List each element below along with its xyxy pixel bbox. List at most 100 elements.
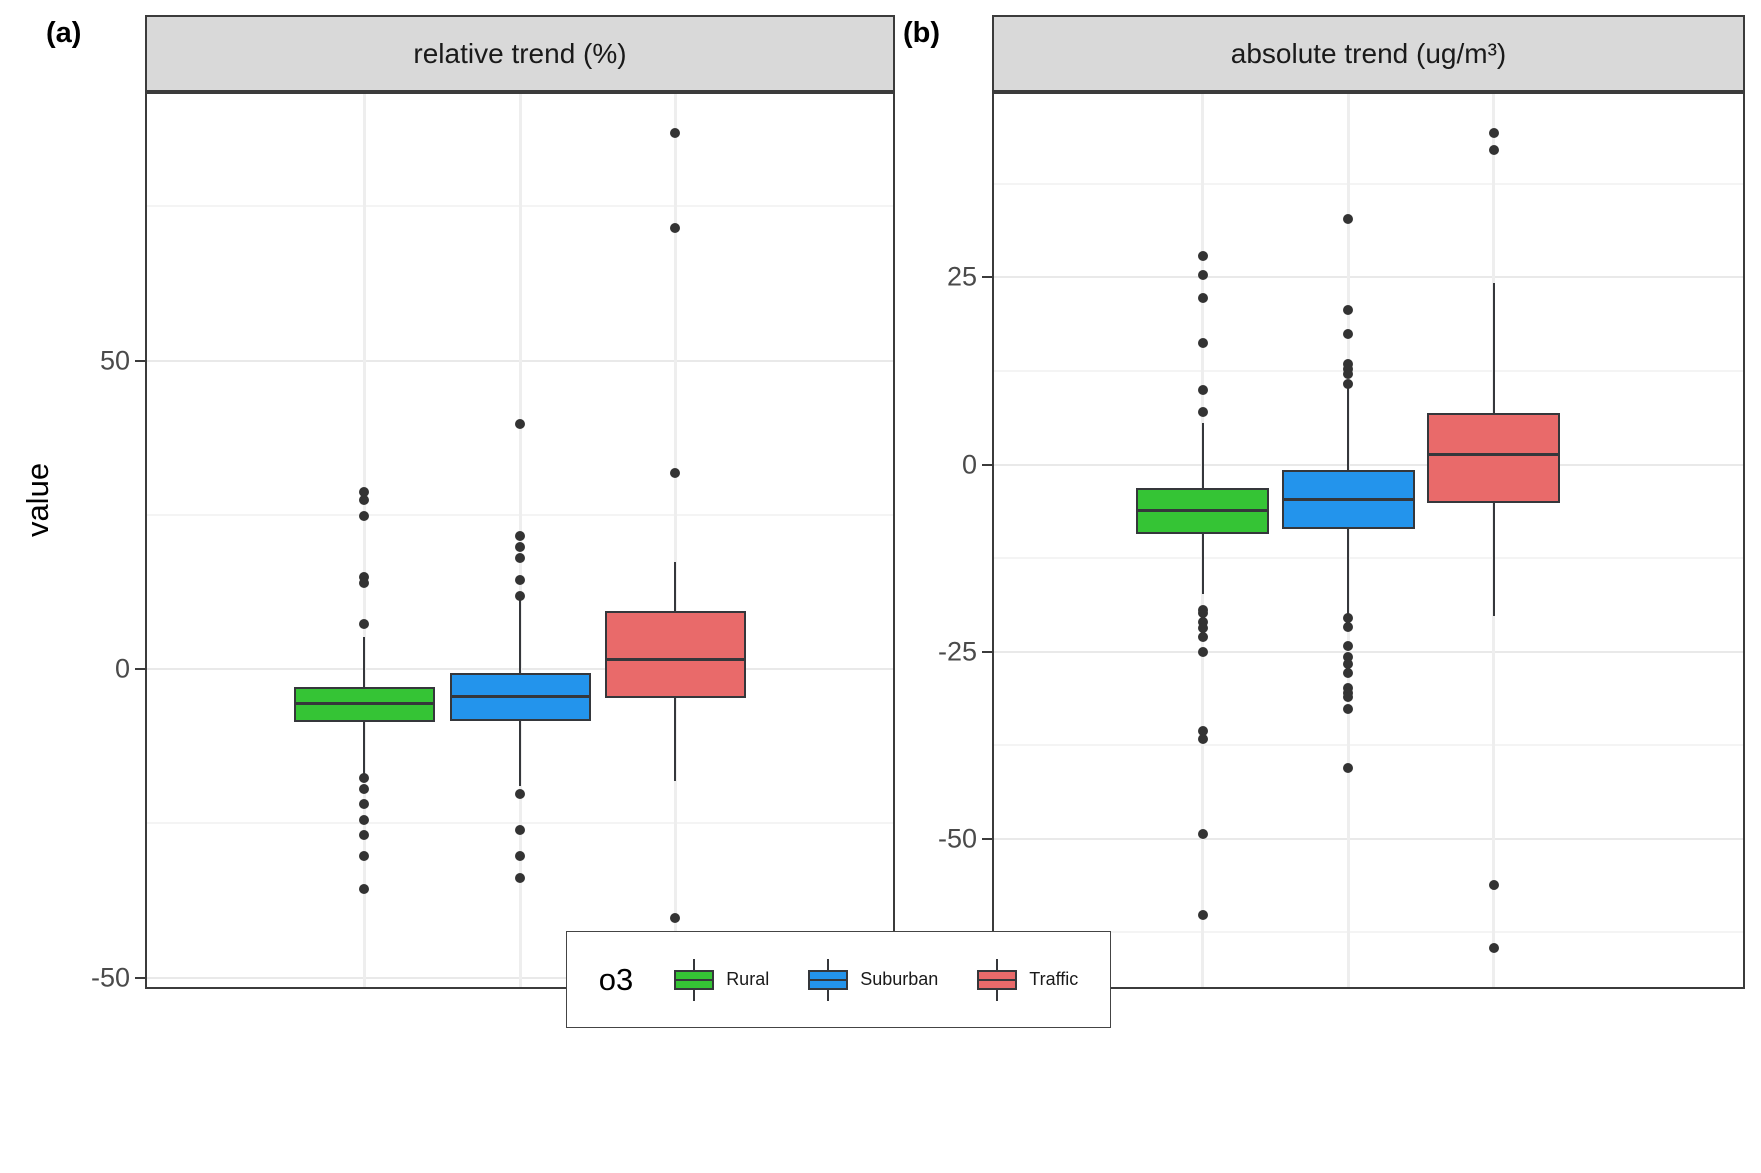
y-tick-label: 25 [946, 261, 977, 292]
outlier-dot [515, 824, 525, 835]
outlier-dot [1343, 305, 1354, 316]
median-rural [293, 702, 435, 706]
outlier-dot [359, 799, 370, 810]
legend-title: o3 [598, 961, 634, 997]
boxplot-key-icon [976, 957, 1018, 1003]
gridline-minor [994, 557, 1743, 560]
gridline-minor [994, 182, 1743, 185]
median-traffic [1427, 453, 1561, 457]
outlier-dot [1488, 127, 1499, 138]
outlier-dot [1197, 251, 1208, 262]
outlier-dot [1343, 214, 1354, 224]
y-tick-mark [982, 463, 992, 466]
outlier-dot [1197, 338, 1208, 349]
median-traffic [604, 657, 746, 661]
panel-a-tag: (a) [46, 17, 82, 49]
outlier-dot [515, 591, 525, 602]
y-tick-mark [982, 650, 992, 653]
outlier-dot [1197, 647, 1208, 658]
legend-items: Rural Suburban Traffic [673, 957, 1078, 1003]
key-median-line [674, 978, 715, 981]
gridline-vertical [362, 94, 366, 987]
y-tick-label: 0 [114, 653, 130, 684]
outlier-dot [1343, 703, 1354, 714]
gridline-vertical [673, 94, 677, 987]
outlier-dot [1197, 270, 1208, 281]
y-tick-mark [135, 359, 145, 362]
outlier-dot [1343, 363, 1354, 374]
panel-a-strip-title: relative trend (%) [413, 37, 627, 69]
key-median-line [808, 978, 849, 981]
outlier-dot [1197, 726, 1208, 736]
outlier-dot [1343, 763, 1354, 774]
outlier-dot [359, 487, 370, 498]
outlier-dot [1197, 734, 1208, 745]
boxplot-key-icon [673, 957, 715, 1003]
y-tick-label: -25 [937, 636, 977, 667]
outlier-dot [1197, 622, 1208, 633]
outlier-dot [1343, 668, 1354, 679]
outlier-dot [1343, 682, 1354, 693]
outlier-dot [1343, 659, 1354, 670]
panel-b-plot-area [992, 92, 1745, 989]
outlier-dot [670, 222, 681, 233]
legend-label: Suburban [860, 969, 939, 989]
y-tick-mark [982, 837, 992, 840]
outlier-dot [670, 127, 681, 138]
panel-b-strip-title: absolute trend (ug/m³) [1230, 37, 1507, 69]
median-rural [1136, 509, 1270, 513]
outlier-dot [1197, 608, 1208, 619]
outlier-dot [515, 418, 525, 429]
legend-item-suburban: Suburban [807, 957, 938, 1003]
legend: o3 Rural Suburban Traffic [566, 931, 1111, 1028]
outlier-dot [515, 541, 525, 552]
outlier-dot [1343, 641, 1354, 652]
outlier-dot [515, 850, 525, 861]
y-tick-label: 50 [99, 345, 130, 376]
outlier-dot [1488, 145, 1499, 156]
gridline-minor [994, 744, 1743, 747]
outlier-dot [1197, 616, 1208, 627]
outlier-dot [359, 577, 370, 588]
panel-a-strip: relative trend (%) [145, 15, 895, 92]
outlier-dot [1197, 910, 1208, 921]
panel-b-strip: absolute trend (ug/m³) [992, 15, 1745, 92]
outlier-dot [1343, 329, 1354, 340]
gridline-major [994, 837, 1743, 840]
gridline-major [994, 276, 1743, 279]
outlier-dot [670, 467, 681, 478]
median-suburban [1281, 498, 1415, 502]
outlier-dot [359, 511, 370, 522]
outlier-dot [515, 873, 525, 884]
outlier-dot [359, 883, 370, 894]
outlier-dot [1488, 880, 1499, 891]
outlier-dot [359, 772, 370, 783]
y-tick-label: -50 [937, 823, 977, 854]
outlier-dot [515, 531, 525, 542]
outlier-dot [1197, 407, 1208, 418]
outlier-dot [1488, 943, 1499, 954]
outlier-dot [1197, 828, 1208, 839]
outlier-dot [1343, 651, 1354, 662]
gridline-major [994, 463, 1743, 466]
y-tick-mark [135, 976, 145, 979]
outlier-dot [359, 850, 370, 861]
outlier-dot [670, 912, 681, 923]
legend-item-rural: Rural [673, 957, 769, 1003]
outlier-dot [515, 574, 525, 585]
legend-item-traffic: Traffic [976, 957, 1078, 1003]
outlier-dot [359, 783, 370, 794]
outlier-dot [515, 553, 525, 564]
legend-label: Traffic [1029, 969, 1079, 989]
boxplot-key-icon [807, 957, 849, 1003]
outlier-dot [1197, 631, 1208, 642]
y-tick-mark [982, 276, 992, 279]
outlier-dot [515, 788, 525, 799]
outlier-dot [1343, 612, 1354, 623]
outlier-dot [359, 815, 370, 826]
y-axis-title: value [20, 462, 55, 538]
y-tick-mark [135, 668, 145, 671]
gridline-minor [994, 369, 1743, 372]
panel-b-tag: (b) [903, 17, 941, 49]
